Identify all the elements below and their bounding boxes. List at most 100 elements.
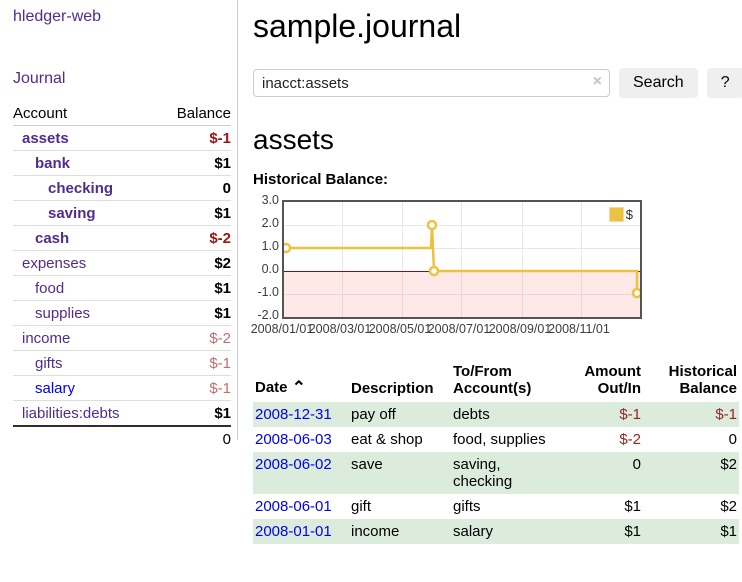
y-tick: 3.0 — [261, 193, 279, 207]
transaction-amount: 0 — [563, 452, 643, 494]
account-row-gifts: gifts $-1 — [13, 350, 231, 376]
account-link-supplies[interactable]: supplies — [35, 304, 91, 322]
accounts-table: Account Balance assets $-1 bank $1 check… — [13, 101, 231, 451]
account-link-saving[interactable]: saving — [48, 204, 96, 222]
x-tick: 2008/07/01 — [427, 322, 491, 336]
account-heading: assets — [253, 124, 334, 155]
account-balance: $1 — [157, 400, 231, 426]
account-balance: $1 — [157, 275, 231, 301]
series-label: $ — [625, 207, 633, 222]
transaction-amount: $-1 — [563, 402, 643, 427]
y-tick: -2.0 — [257, 308, 279, 322]
transaction-row: 2008-01-01 income salary $1 $1 — [253, 519, 739, 544]
transaction-amount: $-2 — [619, 431, 641, 448]
sidebar: hledger-web Journal Account Balance asse… — [0, 0, 238, 451]
accounts-header-balance: Balance — [157, 101, 231, 126]
transaction-accounts: debts — [451, 402, 563, 427]
transaction-date-link[interactable]: 2008-06-03 — [255, 431, 332, 448]
chart-legend: $ — [606, 206, 635, 223]
plot-area[interactable]: $ — [282, 200, 642, 319]
transaction-accounts: salary — [451, 519, 563, 544]
transaction-accounts: food, supplies — [453, 431, 546, 448]
account-balance: $-1 — [209, 129, 231, 147]
gridline — [522, 202, 523, 317]
transaction-balance: $1 — [643, 519, 739, 544]
account-row-bank: bank $1 — [13, 150, 231, 176]
gridline — [581, 202, 582, 317]
transaction-amount: $1 — [624, 498, 641, 515]
gridline — [284, 294, 640, 295]
account-balance: $1 — [157, 300, 231, 326]
gridline — [461, 202, 462, 317]
sort-ascending-icon[interactable]: ⌃ — [291, 378, 306, 397]
account-row-supplies: supplies $1 — [13, 300, 231, 326]
transaction-date-link[interactable]: 2008-06-02 — [255, 456, 332, 473]
gridline — [342, 202, 343, 317]
transaction-date-link[interactable]: 2008-06-01 — [255, 498, 332, 515]
transaction-description: eat & shop — [351, 431, 423, 448]
account-link-bank[interactable]: bank — [35, 154, 71, 172]
column-date-label: Date — [255, 379, 288, 396]
column-accounts[interactable]: To/From Account(s) — [453, 363, 532, 397]
column-balance[interactable]: Historical Balance — [668, 363, 737, 397]
negative-region-shade — [284, 271, 640, 317]
accounts-header-row: Account Balance — [13, 101, 231, 126]
y-tick: 0.0 — [261, 262, 279, 276]
account-row-checking: checking 0 — [13, 175, 231, 201]
account-link-salary[interactable]: salary — [35, 379, 76, 397]
transaction-row: 2008-06-03 eat & shop food, supplies $-2… — [253, 427, 739, 452]
gridline — [402, 202, 403, 317]
transaction-description: save — [349, 452, 451, 494]
transaction-balance: $2 — [720, 498, 737, 515]
account-balance: $-1 — [157, 350, 231, 376]
search-input[interactable] — [253, 69, 610, 97]
historical-balance-chart: 3.0 2.0 1.0 0.0 -1.0 -2.0 — [251, 193, 653, 341]
search-button[interactable]: Search — [619, 68, 698, 98]
search-field-wrap: × — [253, 69, 610, 97]
account-link-food[interactable]: food — [35, 279, 65, 297]
account-link-gifts[interactable]: gifts — [35, 354, 63, 372]
y-tick: 1.0 — [261, 239, 279, 253]
transaction-row: 2008-12-31 pay off debts $-1 $-1 — [253, 402, 739, 427]
transaction-date-link[interactable]: 2008-01-01 — [255, 523, 332, 540]
brand-link[interactable]: hledger-web — [13, 8, 102, 25]
account-link-expenses[interactable]: expenses — [22, 254, 87, 272]
clear-search-icon[interactable]: × — [592, 73, 602, 90]
account-link-cash[interactable]: cash — [35, 229, 70, 247]
column-description[interactable]: Description — [351, 380, 434, 397]
account-balance: $1 — [157, 200, 231, 226]
account-row-expenses: expenses $2 — [13, 250, 231, 276]
account-link-assets[interactable]: assets — [22, 129, 69, 147]
sidebar-item-journal[interactable]: Journal — [13, 70, 66, 87]
chart-title: Historical Balance: — [253, 171, 389, 188]
accounts-total: 0 — [157, 425, 231, 451]
transaction-description: pay off — [349, 402, 451, 427]
account-link-income[interactable]: income — [22, 329, 71, 347]
gridline — [284, 248, 640, 249]
column-date[interactable]: Date ⌃ — [253, 361, 349, 402]
transaction-date-link[interactable]: 2008-12-31 — [255, 406, 332, 423]
x-tick: 2008/09/01 — [488, 322, 552, 336]
register-table: Date ⌃ Description To/From Account(s) Am… — [253, 361, 739, 544]
transaction-row: 2008-06-02 save saving, checking 0 $2 — [253, 452, 739, 494]
series-swatch-icon — [608, 207, 624, 222]
account-row-food: food $1 — [13, 275, 231, 301]
account-balance: $1 — [157, 150, 231, 176]
main-content: sample.journal × Search ? assets Histori… — [238, 0, 742, 544]
account-balance: $2 — [157, 250, 231, 276]
x-tick: 2008/05/01 — [368, 322, 432, 336]
help-button[interactable]: ? — [706, 68, 742, 98]
gridline — [284, 225, 640, 226]
transaction-balance: 0 — [728, 431, 737, 448]
account-row-saving: saving $1 — [13, 200, 231, 226]
account-link-liabilities-debts[interactable]: liabilities:debts — [22, 404, 120, 422]
accounts-total-row: 0 — [13, 425, 231, 451]
account-row-assets: assets $-1 — [13, 126, 231, 151]
column-amount[interactable]: Amount Out/In — [584, 363, 641, 397]
account-balance: $-2 — [157, 225, 231, 251]
transaction-accounts: saving, checking — [451, 452, 563, 494]
account-row-salary: salary $-1 — [13, 375, 231, 401]
x-tick: 2008/03/01 — [308, 322, 372, 336]
account-link-checking[interactable]: checking — [48, 179, 114, 197]
balance-line-series — [284, 219, 640, 299]
